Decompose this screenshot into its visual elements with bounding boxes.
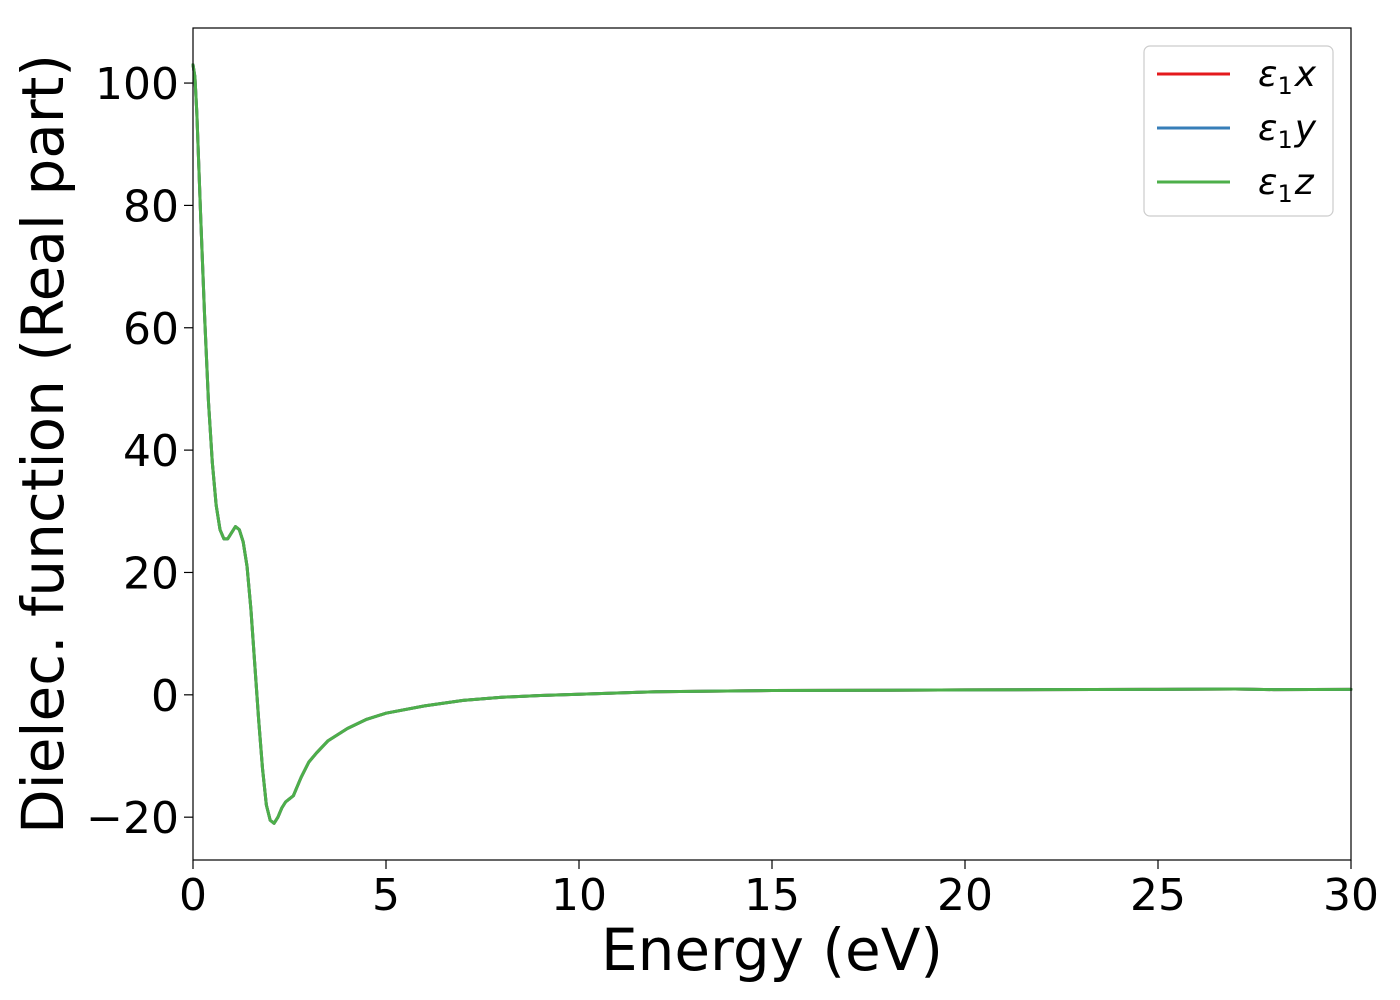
x-tick-label: 5: [372, 870, 400, 921]
y-tick-label: 0: [151, 671, 179, 722]
y-tick-label: 80: [123, 181, 179, 232]
x-axis-label: Energy (eV): [601, 916, 943, 984]
legend-label-0: ε1x: [1258, 54, 1317, 100]
y-tick-label: −20: [86, 793, 179, 844]
y-tick-label: 40: [123, 426, 179, 477]
x-tick-label: 15: [744, 870, 800, 921]
legend-box: [1143, 45, 1334, 217]
x-tick-label: 10: [551, 870, 607, 921]
series-line-2: [191, 63, 1353, 825]
y-tick-label: 100: [95, 59, 179, 110]
legend-label-1: ε1y: [1258, 108, 1317, 154]
y-axis: −20 0 20 40 60 80 100: [86, 59, 193, 844]
legend: ε1x ε1y ε1z: [1143, 45, 1334, 217]
x-tick-label: 25: [1130, 870, 1186, 921]
series-layer: [191, 63, 1353, 825]
x-tick-label: 30: [1323, 870, 1379, 921]
y-axis-label: Dielec. function (Real part): [9, 54, 77, 834]
y-tick-label: 20: [123, 548, 179, 599]
x-tick-label: 0: [179, 870, 207, 921]
y-tick-label: 60: [123, 304, 179, 355]
x-tick-label: 20: [937, 870, 993, 921]
legend-label-2: ε1z: [1258, 162, 1315, 208]
x-axis: 0 5 10 15 20 25 30: [179, 860, 1379, 921]
